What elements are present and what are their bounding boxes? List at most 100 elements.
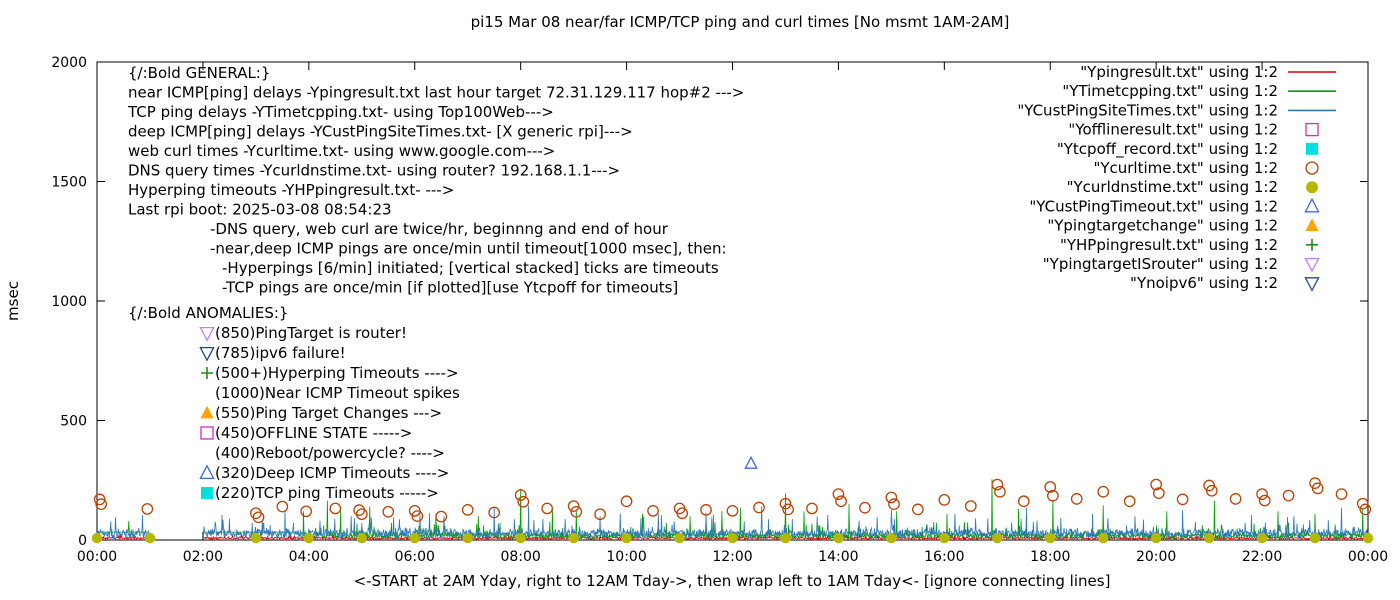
marker-circle-open-icon xyxy=(382,505,395,518)
marker-circle-open-icon xyxy=(938,493,951,506)
general-line: deep ICMP[ping] delays -YCustPingSiteTim… xyxy=(128,123,633,141)
marker-circle-open-icon xyxy=(1152,487,1165,500)
marker-circle-open-icon xyxy=(806,502,818,515)
anomalies-header: {/:Bold ANOMALIES:} xyxy=(128,304,288,322)
general-line: -DNS query, web curl are twice/hr, begin… xyxy=(210,220,669,238)
annotation-anomalies: {/:Bold ANOMALIES:} (850)PingTarget is ro… xyxy=(128,304,460,502)
marker-plus-icon xyxy=(1306,238,1318,251)
marker-circle-filled-icon xyxy=(91,532,103,544)
general-line: web curl times -Ycurltime.txt- using www… xyxy=(128,142,555,160)
anomaly-line: (400)Reboot/powercycle? ----> xyxy=(215,444,445,462)
marker-circle-open-icon xyxy=(461,504,474,516)
x-tick-label: 04:00 xyxy=(289,549,329,565)
general-line: -TCP pings are once/min [if plotted][use… xyxy=(222,279,678,297)
legend-label: "Ytcpoff_record.txt" using 1:2 xyxy=(1057,140,1278,159)
marker-triangle-down-open-icon xyxy=(199,346,215,362)
marker-circle-open-icon xyxy=(888,498,900,510)
series-YCustPingSiteTimes xyxy=(96,505,1369,541)
legend-entry-Ycurltime: "Ycurltime.txt" using 1:2 xyxy=(1093,159,1319,177)
legend-label: "YCustPingTimeout.txt" using 1:2 xyxy=(1029,197,1278,215)
marker-circle-filled-icon xyxy=(621,532,632,544)
marker-circle-open-icon xyxy=(1205,484,1218,497)
marker-circle-open-icon xyxy=(912,503,924,516)
y-axis-label: msec xyxy=(4,281,22,321)
marker-triangle-up-filled-icon xyxy=(200,405,214,419)
x-tick-label: 14:00 xyxy=(818,549,858,565)
marker-circle-open-icon xyxy=(782,503,794,516)
marker-circle-open-icon xyxy=(1070,493,1083,505)
marker-square-open-icon xyxy=(1305,122,1319,137)
marker-circle-filled-icon xyxy=(886,532,897,544)
anomaly-line: (220)TCP ping Timeouts -----> xyxy=(215,484,439,502)
anomaly-line: (500+)Hyperping Timeouts ----> xyxy=(215,364,459,382)
marker-circle-open-icon xyxy=(1305,161,1319,175)
marker-circle-open-icon xyxy=(1256,488,1268,500)
marker-triangle-up-filled-icon xyxy=(1305,218,1319,231)
marker-circle-open-icon xyxy=(252,511,265,524)
marker-circle-filled-icon xyxy=(1098,532,1109,544)
marker-circle-filled-icon xyxy=(727,532,738,544)
marker-triangle-up-open-icon xyxy=(744,455,758,469)
marker-triangle-down-open-icon xyxy=(1304,277,1320,292)
general-line: -Hyperpings [6/min] initiated; [vertical… xyxy=(222,259,719,277)
x-tick-label: 10:00 xyxy=(606,549,646,565)
y-tick-label: 1500 xyxy=(51,175,87,191)
marker-circle-open-icon xyxy=(1150,478,1163,491)
marker-square-filled-icon xyxy=(201,487,213,499)
marker-circle-open-icon xyxy=(832,488,845,500)
legend-label: "Ycurldnstime.txt" using 1:2 xyxy=(1067,178,1278,196)
marker-circle-open-icon xyxy=(700,504,712,516)
marker-circle-open-icon xyxy=(1097,485,1110,498)
x-tick-label: 00:00 xyxy=(1348,549,1388,565)
marker-circle-open-icon xyxy=(1229,493,1242,505)
marker-square-filled-icon xyxy=(1306,142,1318,155)
marker-circle-filled-icon xyxy=(1150,532,1162,544)
marker-circle-open-icon xyxy=(411,510,424,522)
marker-circle-filled-icon xyxy=(1362,532,1374,544)
marker-circle-filled-icon xyxy=(1256,532,1268,544)
marker-circle-open-icon xyxy=(541,502,553,515)
y-tick-label: 1000 xyxy=(51,294,87,310)
marker-circle-open-icon xyxy=(726,504,739,517)
marker-circle-open-icon xyxy=(93,493,106,506)
legend-entry-Ypingtargetchange: "Ypingtargetchange" using 1:2 xyxy=(1047,217,1319,235)
y-tick-label: 2000 xyxy=(51,55,87,71)
marker-circle-filled-icon xyxy=(1309,532,1321,544)
marker-circle-open-icon xyxy=(95,498,108,510)
marker-circle-open-icon xyxy=(276,500,289,513)
series-Ycurltime xyxy=(93,477,1372,524)
marker-circle-filled-icon xyxy=(780,532,791,544)
y-tick-label: 0 xyxy=(78,533,87,549)
legend-entry-YCustPingTimeout: "YCustPingTimeout.txt" using 1:2 xyxy=(1029,197,1320,215)
legend-label: "Ycurltime.txt" using 1:2 xyxy=(1093,159,1278,177)
legend-label: "YHPpingresult.txt" using 1:2 xyxy=(1060,236,1278,254)
x-tick-label: 12:00 xyxy=(712,549,752,565)
legend-entry-YCustPingSiteTimes: "YCustPingSiteTimes.txt" using 1:2 xyxy=(1017,101,1336,119)
x-tick-label: 16:00 xyxy=(924,549,964,565)
marker-circle-filled-icon xyxy=(992,532,1003,544)
marker-circle-open-icon xyxy=(488,506,501,519)
series-line xyxy=(96,505,1369,541)
anomaly-line: (1000)Near ICMP Timeout spikes xyxy=(215,384,460,402)
marker-triangle-down-open-icon xyxy=(199,326,215,342)
x-tick-label: 00:00 xyxy=(77,549,117,565)
marker-circle-filled-icon xyxy=(144,532,156,544)
y-tick-label: 500 xyxy=(60,414,87,430)
marker-plus-icon xyxy=(201,367,213,379)
general-line: near ICMP[ping] delays -Ypingresult.txt … xyxy=(128,84,744,102)
series-Ycurldnstime xyxy=(91,532,1374,544)
marker-circle-open-icon xyxy=(676,507,689,520)
series-YCustPingTimeout xyxy=(744,455,758,469)
marker-circle-open-icon xyxy=(779,497,792,510)
marker-circle-filled-icon xyxy=(356,532,367,544)
legend-entry-YHPpingresult: "YHPpingresult.txt" using 1:2 xyxy=(1060,236,1318,254)
general-header: {/:Bold GENERAL:} xyxy=(128,64,270,82)
legend-entry-Ytcpoff_record: "Ytcpoff_record.txt" using 1:2 xyxy=(1057,140,1318,159)
marker-circle-open-icon xyxy=(1282,489,1295,502)
anomaly-line: (850)PingTarget is router! xyxy=(215,324,407,342)
marker-circle-open-icon xyxy=(570,505,583,518)
marker-circle-filled-icon xyxy=(303,532,315,544)
marker-circle-open-icon xyxy=(1176,493,1189,506)
